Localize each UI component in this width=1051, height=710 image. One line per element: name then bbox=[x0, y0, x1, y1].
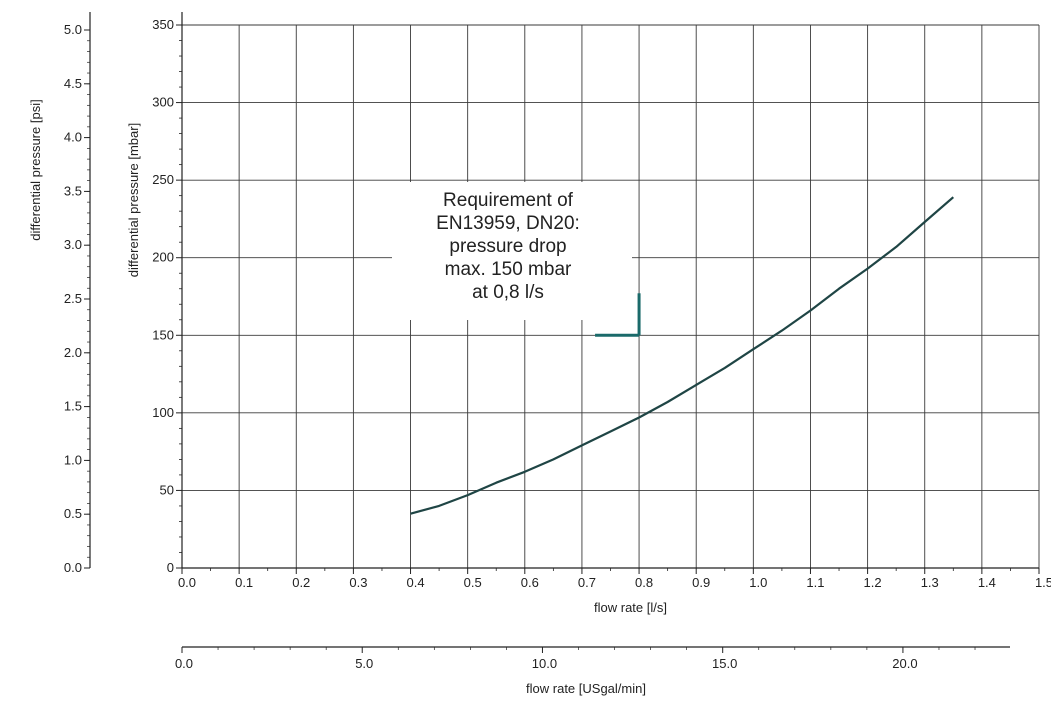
psi-tick-label: 2.0 bbox=[64, 345, 82, 360]
gal-axis-title: flow rate [USgal/min] bbox=[526, 681, 646, 696]
annotation-line-4: max. 150 mbar bbox=[445, 259, 572, 280]
annotation-background bbox=[392, 182, 632, 320]
gal-tick-label: 10.0 bbox=[532, 656, 557, 671]
y-tick-label: 50 bbox=[160, 482, 174, 497]
psi-tick-labels: 0.0 0.5 1.0 1.5 2.0 2.5 3.0 3.5 4.0 4.5 5.0 bbox=[64, 22, 90, 575]
gal-tick-label: 15.0 bbox=[712, 656, 737, 671]
gal-tick-label: 0.0 bbox=[175, 656, 193, 671]
gal-tick-labels: 0.0 5.0 10.0 15.0 20.0 bbox=[175, 647, 976, 671]
gal-tick-label: 20.0 bbox=[892, 656, 917, 671]
annotation-text: Requirement of EN13959, DN20: pressure d… bbox=[436, 190, 580, 303]
x-tick-label: 0.3 bbox=[349, 575, 367, 590]
psi-tick-label: 3.0 bbox=[64, 237, 82, 252]
x-tick-label: 0.0 bbox=[178, 575, 196, 590]
x-tick-labels: 0.0 0.1 0.2 0.3 0.4 0.5 0.6 0.7 0.8 0.9 1.0 1.1 1.2 1… bbox=[178, 568, 1051, 590]
x-tick-label: 1.3 bbox=[921, 575, 939, 590]
requirement-marker bbox=[595, 293, 641, 337]
x-tick-label: 0.7 bbox=[578, 575, 596, 590]
psi-tick-label: 3.5 bbox=[64, 183, 82, 198]
y-tick-label: 150 bbox=[152, 327, 174, 342]
psi-tick-label: 0.5 bbox=[64, 506, 82, 521]
x-tick-label: 0.4 bbox=[406, 575, 424, 590]
psi-axis-title: differential pressure [psi] bbox=[28, 99, 43, 240]
annotation-line-2: EN13959, DN20: bbox=[436, 213, 580, 234]
x-tick-label: 1.0 bbox=[749, 575, 767, 590]
x-tick-label: 0.9 bbox=[692, 575, 710, 590]
x-tick-label: 1.5 bbox=[1035, 575, 1051, 590]
y-tick-label: 250 bbox=[152, 172, 174, 187]
x-tick-label: 0.5 bbox=[464, 575, 482, 590]
x-tick-label: 0.2 bbox=[292, 575, 310, 590]
psi-tick-label: 4.5 bbox=[64, 76, 82, 91]
plot-grid bbox=[182, 24, 1040, 568]
y-axis-title: differential pressure [mbar] bbox=[126, 123, 141, 277]
psi-tick-label: 4.0 bbox=[64, 130, 82, 145]
y-tick-labels: 0 50 100 150 200 250 300 350 bbox=[152, 17, 182, 575]
y-tick-label: 300 bbox=[152, 95, 174, 110]
psi-tick-label: 2.5 bbox=[64, 291, 82, 306]
psi-tick-label: 1.5 bbox=[64, 399, 82, 414]
annotation-line-1: Requirement of bbox=[443, 190, 574, 211]
psi-tick-label: 5.0 bbox=[64, 22, 82, 37]
annotation-line-5: at 0,8 l/s bbox=[472, 282, 544, 303]
x-tick-label: 0.1 bbox=[235, 575, 253, 590]
gal-tick-label: 5.0 bbox=[355, 656, 373, 671]
x-tick-label: 1.2 bbox=[864, 575, 882, 590]
y-tick-label: 200 bbox=[152, 250, 174, 265]
series-group bbox=[410, 196, 955, 515]
psi-tick-label: 0.0 bbox=[64, 560, 82, 575]
y-tick-label: 350 bbox=[152, 17, 174, 32]
series-line bbox=[410, 196, 955, 515]
annotation-line-3: pressure drop bbox=[449, 236, 566, 257]
x-tick-label: 0.6 bbox=[521, 575, 539, 590]
psi-tick-label: 1.0 bbox=[64, 452, 82, 467]
x-tick-label: 1.1 bbox=[806, 575, 824, 590]
y-tick-label: 100 bbox=[152, 405, 174, 420]
x-axis-title: flow rate [l/s] bbox=[594, 600, 667, 615]
y-tick-label: 0 bbox=[167, 560, 174, 575]
x-tick-label: 0.8 bbox=[635, 575, 653, 590]
x-tick-label: 1.4 bbox=[978, 575, 996, 590]
